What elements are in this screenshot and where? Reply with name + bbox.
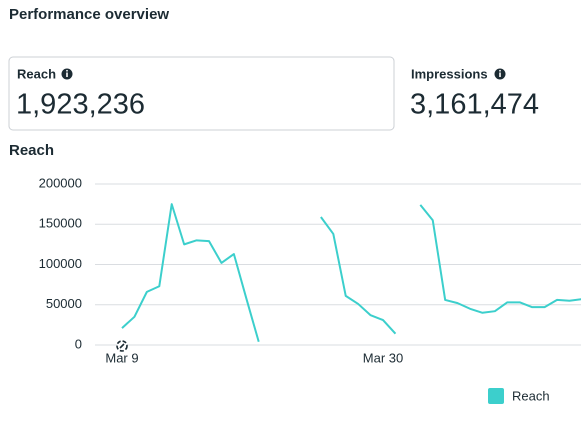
- metric-value: 3,161,474: [410, 89, 539, 121]
- x-tick-label: Mar 30: [363, 350, 403, 365]
- plot: [121, 203, 581, 343]
- metric-card[interactable]: [8, 56, 395, 131]
- y-tick-label: 200000: [39, 175, 82, 190]
- legend-label: Reach: [512, 388, 550, 403]
- legend-swatch: [488, 388, 504, 404]
- metric-value: 1,923,236: [16, 89, 145, 121]
- y-tick-label: 50000: [46, 296, 82, 311]
- line-series: [121, 203, 581, 343]
- chart-title: Reach: [9, 142, 54, 159]
- metric-label: Impressions: [411, 66, 488, 81]
- y-tick-label: 100000: [39, 256, 82, 271]
- y-tick-label: 150000: [39, 216, 82, 231]
- x-tick-label: Mar 9: [105, 350, 138, 365]
- info-icon[interactable]: [61, 68, 73, 80]
- info-icon[interactable]: [494, 68, 506, 80]
- metric-label: Reach: [17, 66, 56, 81]
- y-tick-label: 0: [75, 336, 82, 351]
- grid: 0 50000 100000 150000 200000 Mar 9 Mar 30: [39, 175, 581, 365]
- event-icon[interactable]: [116, 340, 128, 352]
- page-title: Performance overview: [9, 6, 169, 23]
